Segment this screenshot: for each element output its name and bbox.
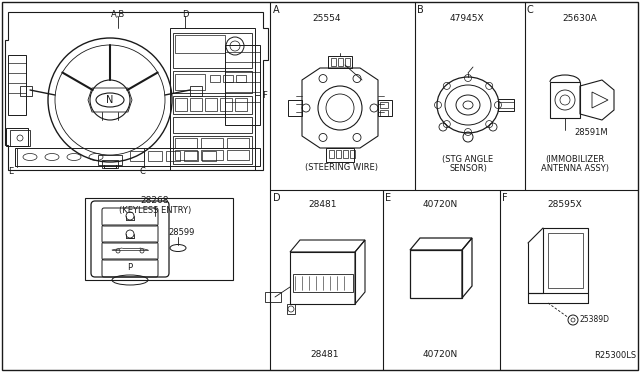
Bar — [202, 151, 216, 161]
Bar — [201, 138, 223, 148]
Text: 40720N: 40720N — [422, 200, 458, 209]
Bar — [225, 45, 260, 125]
Bar — [336, 150, 341, 158]
Text: D: D — [182, 10, 188, 19]
Bar — [175, 98, 187, 111]
Bar — [498, 99, 514, 111]
Text: 25554: 25554 — [313, 14, 341, 23]
Text: 28481: 28481 — [311, 350, 339, 359]
Bar — [265, 292, 281, 302]
Bar — [293, 274, 353, 292]
Text: C: C — [140, 167, 146, 176]
Bar — [102, 160, 118, 168]
Bar — [328, 56, 352, 68]
Bar — [15, 148, 260, 166]
Text: E: E — [8, 167, 13, 176]
Bar — [326, 148, 354, 162]
Bar — [378, 100, 392, 116]
Text: R25300LS: R25300LS — [594, 351, 636, 360]
Bar — [331, 58, 336, 66]
Bar — [288, 100, 302, 116]
Bar — [287, 304, 295, 314]
Text: SENSOR): SENSOR) — [449, 164, 487, 173]
Bar — [210, 75, 220, 82]
Bar — [345, 58, 350, 66]
Text: 25630A: 25630A — [563, 14, 597, 23]
Text: D: D — [273, 193, 280, 203]
Bar — [380, 110, 388, 116]
Bar — [175, 74, 205, 90]
Text: A,B: A,B — [111, 10, 125, 19]
Text: 47945X: 47945X — [450, 14, 484, 23]
Text: (STEERING WIRE): (STEERING WIRE) — [305, 163, 378, 172]
Text: A: A — [273, 5, 280, 15]
Bar — [6, 128, 28, 146]
Bar — [550, 82, 580, 118]
Bar — [338, 58, 343, 66]
Bar — [8, 55, 26, 115]
Bar — [173, 33, 252, 68]
Text: F: F — [262, 90, 267, 99]
Text: ANTENNA ASSY): ANTENNA ASSY) — [541, 164, 609, 173]
Bar — [184, 151, 198, 161]
Bar — [173, 117, 252, 133]
Bar — [85, 198, 233, 280]
Bar — [175, 150, 197, 160]
Bar — [410, 250, 462, 298]
Text: (KEYLESS ENTRY): (KEYLESS ENTRY) — [119, 206, 191, 215]
Bar — [329, 150, 334, 158]
Bar — [350, 150, 355, 158]
Text: B: B — [417, 5, 424, 15]
Text: C: C — [527, 5, 534, 15]
Bar — [201, 150, 223, 160]
Bar — [20, 86, 32, 96]
Text: 40720N: 40720N — [422, 350, 458, 359]
Bar — [290, 252, 355, 304]
Bar — [98, 155, 122, 165]
Bar — [227, 150, 249, 160]
Bar — [190, 98, 202, 111]
Bar — [235, 98, 247, 111]
Bar — [148, 151, 162, 161]
Bar — [170, 28, 255, 170]
Text: P: P — [127, 263, 132, 273]
Text: 28591M: 28591M — [574, 128, 607, 137]
Bar — [173, 96, 252, 114]
Text: N: N — [106, 95, 114, 105]
Bar — [380, 102, 388, 108]
Bar — [543, 228, 588, 293]
Text: F: F — [502, 193, 508, 203]
Bar — [175, 35, 225, 53]
Bar — [190, 86, 202, 96]
Bar — [548, 233, 583, 288]
Text: 28599: 28599 — [168, 228, 195, 237]
Text: E: E — [385, 193, 391, 203]
Text: 25389D: 25389D — [580, 315, 610, 324]
Text: (IMMOBILIZER: (IMMOBILIZER — [545, 155, 605, 164]
Text: 28481: 28481 — [308, 200, 337, 209]
Bar — [10, 130, 30, 146]
Bar — [173, 136, 252, 164]
Bar — [166, 151, 180, 161]
Bar — [130, 151, 144, 161]
Bar — [236, 75, 246, 82]
Bar — [173, 71, 252, 93]
Bar — [227, 138, 249, 148]
Bar — [220, 98, 232, 111]
Bar — [343, 150, 348, 158]
Bar — [223, 75, 233, 82]
Text: (STG ANGLE: (STG ANGLE — [442, 155, 493, 164]
Bar — [175, 138, 197, 148]
Text: 28595X: 28595X — [548, 200, 582, 209]
Text: 28268: 28268 — [141, 196, 169, 205]
Bar — [205, 98, 217, 111]
